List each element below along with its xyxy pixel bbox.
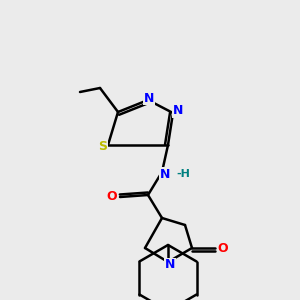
Text: -H: -H [176, 169, 190, 179]
Text: N: N [144, 92, 154, 104]
Text: N: N [165, 259, 175, 272]
Text: O: O [218, 242, 228, 254]
Text: O: O [107, 190, 117, 203]
Text: N: N [173, 104, 183, 118]
Text: N: N [160, 167, 170, 181]
Text: S: S [98, 140, 107, 154]
